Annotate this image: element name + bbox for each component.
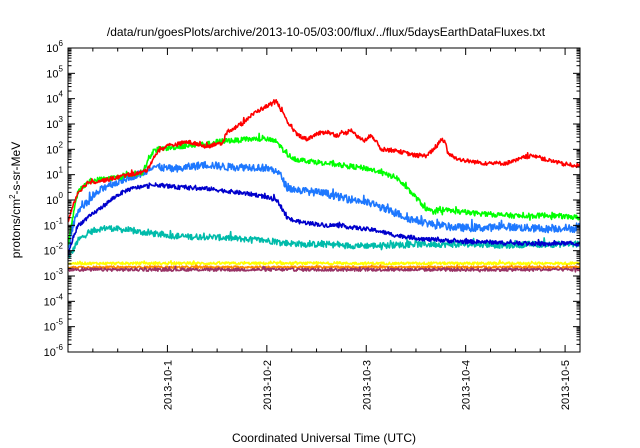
- y-tick-base: 10: [44, 296, 56, 308]
- x-tick-label: 2013-10-1: [162, 360, 174, 410]
- series-layer: [68, 98, 580, 273]
- x-tick-label: 2013-10-2: [262, 360, 274, 410]
- x-axis-title: Coordinated Universal Time (UTC): [232, 431, 416, 445]
- y-tick-label: 101: [46, 166, 63, 182]
- y-tick-base: 10: [46, 170, 58, 182]
- y-tick-base: 10: [46, 68, 58, 80]
- y-tick-exponent: -4: [56, 292, 64, 301]
- series-line: [68, 160, 580, 249]
- y-tick-label: 100: [46, 191, 63, 207]
- y-tick-exponent: 5: [59, 64, 64, 73]
- y-tick-base: 10: [44, 322, 56, 334]
- y-axis-title: protons/cm2-s-sr-MeV: [8, 142, 23, 258]
- series-line: [68, 224, 580, 259]
- y-tick-exponent: -3: [56, 267, 64, 276]
- y-tick-exponent: -1: [56, 216, 64, 225]
- y-tick-label: 103: [46, 115, 63, 131]
- y-tick-base: 10: [46, 119, 58, 131]
- y-tick-exponent: -5: [56, 318, 64, 327]
- y-tick-label: 10-5: [44, 318, 64, 334]
- y-tick-base: 10: [46, 94, 58, 106]
- y-tick-label: 10-3: [44, 267, 64, 283]
- y-tick-label: 106: [46, 39, 63, 55]
- y-tick-label: 105: [46, 64, 63, 80]
- x-tick-label: 2013-10-4: [461, 360, 473, 410]
- y-tick-exponent: -2: [56, 242, 64, 251]
- axes-layer: 10-610-510-410-310-210-11001011021031041…: [44, 39, 581, 410]
- y-tick-label: 102: [46, 140, 63, 156]
- series-line: [68, 259, 580, 266]
- x-tick-label: 2013-10-5: [560, 360, 572, 410]
- y-tick-exponent: 1: [59, 166, 64, 175]
- plot-frame: [67, 47, 581, 353]
- y-axis-title-main: protons/cm: [9, 199, 23, 258]
- y-tick-exponent: 3: [59, 115, 64, 124]
- series-line: [68, 98, 580, 223]
- y-tick-exponent: 4: [59, 90, 64, 99]
- y-tick-base: 10: [44, 246, 56, 258]
- series-line: [68, 264, 580, 270]
- y-tick-exponent: 0: [59, 191, 64, 200]
- y-tick-base: 10: [44, 271, 56, 283]
- y-tick-label: 10-4: [44, 292, 64, 308]
- series-line: [68, 265, 580, 273]
- y-tick-base: 10: [46, 144, 58, 156]
- y-tick-exponent: -6: [56, 343, 64, 352]
- y-tick-base: 10: [46, 43, 58, 55]
- series-line: [68, 132, 580, 246]
- y-tick-base: 10: [46, 195, 58, 207]
- y-axis-title-sup: 2: [8, 194, 17, 199]
- y-tick-base: 10: [44, 220, 56, 232]
- y-tick-label: 10-1: [44, 216, 64, 232]
- x-tick-label: 2013-10-3: [361, 360, 373, 410]
- y-axis-title-rest: -s-sr-MeV: [9, 142, 23, 195]
- y-tick-exponent: 6: [59, 39, 64, 48]
- y-tick-exponent: 2: [59, 140, 64, 149]
- chart-title: /data/run/goesPlots/archive/2013-10-05/0…: [107, 25, 546, 39]
- y-tick-label: 104: [46, 90, 63, 106]
- series-line: [68, 182, 580, 256]
- y-tick-label: 10-6: [44, 343, 64, 359]
- y-tick-base: 10: [44, 347, 56, 359]
- y-tick-label: 10-2: [44, 242, 64, 258]
